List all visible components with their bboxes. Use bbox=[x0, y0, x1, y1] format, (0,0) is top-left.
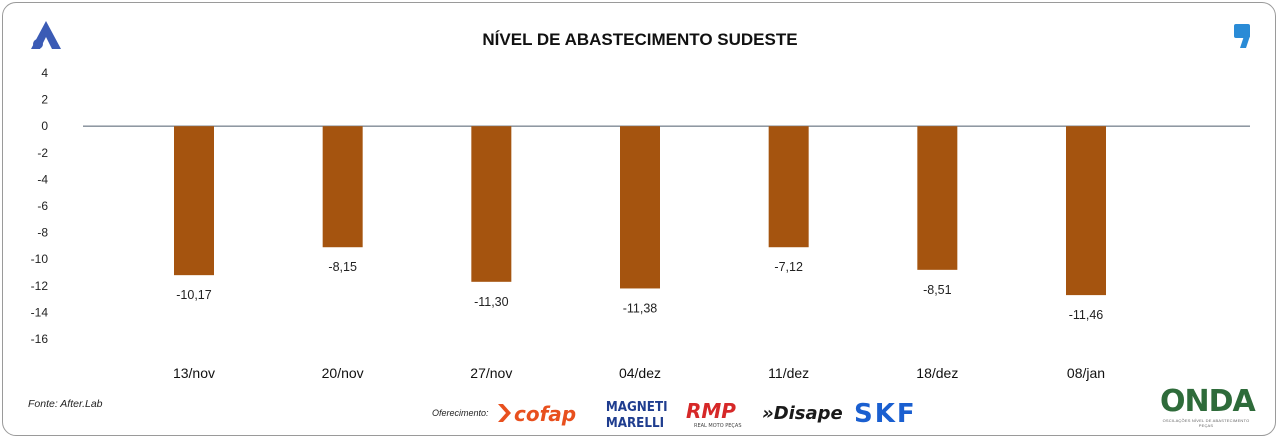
bar bbox=[471, 126, 512, 282]
x-tick-label: 08/jan bbox=[1067, 365, 1105, 381]
y-tick-label: 2 bbox=[41, 93, 48, 107]
bar bbox=[768, 126, 809, 248]
svg-text:REAL MOTO PEÇAS: REAL MOTO PEÇAS bbox=[694, 423, 742, 429]
y-tick-label: -16 bbox=[31, 332, 49, 346]
onda-brand: ONDA bbox=[1160, 384, 1256, 419]
svg-text:cofap: cofap bbox=[514, 402, 576, 426]
y-tick-label: -6 bbox=[37, 199, 48, 213]
skf-logo: SKF bbox=[854, 399, 917, 426]
svg-text:»Disape: »Disape bbox=[762, 403, 843, 424]
y-tick-label: -12 bbox=[31, 279, 49, 293]
bar bbox=[917, 126, 958, 270]
y-tick-label: -2 bbox=[37, 146, 48, 160]
bar bbox=[174, 126, 214, 276]
bar bbox=[322, 126, 363, 248]
comma-icon bbox=[1234, 24, 1250, 48]
x-tick-label: 20/nov bbox=[322, 365, 364, 381]
disape-logo: »Disape bbox=[762, 403, 843, 424]
sponsor-label: Oferecimento: bbox=[432, 408, 489, 418]
chart-title: NÍVEL DE ABASTECIMENTO SUDESTE bbox=[482, 30, 798, 49]
svg-text:RMP: RMP bbox=[686, 399, 736, 423]
y-tick-label: -8 bbox=[37, 226, 48, 240]
source-note: Fonte: After.Lab bbox=[28, 398, 103, 410]
svg-text:MAGNETI: MAGNETI bbox=[606, 399, 668, 415]
x-tick-label: 04/dez bbox=[619, 365, 661, 381]
x-tick-label: 11/dez bbox=[768, 365, 809, 381]
x-tick-label: 18/dez bbox=[916, 365, 958, 381]
data-label: -10,17 bbox=[176, 288, 211, 302]
magneti-marelli-logo: MAGNETI MARELLI bbox=[606, 399, 668, 430]
cofap-logo: cofap bbox=[498, 402, 576, 426]
y-tick-label: 4 bbox=[41, 66, 48, 80]
brand-a-icon bbox=[31, 21, 61, 49]
y-tick-label: 0 bbox=[41, 119, 48, 133]
data-label: -8,15 bbox=[328, 260, 357, 274]
onda-subtitle: OSCILAÇÕES NÍVEL DE ABASTECIMENTO PEÇAS bbox=[1162, 418, 1250, 428]
bar bbox=[1066, 126, 1106, 296]
x-tick-label: 27/nov bbox=[470, 365, 512, 381]
data-label: -7,12 bbox=[774, 260, 803, 274]
data-label: -11,30 bbox=[474, 295, 509, 309]
y-tick-label: -14 bbox=[31, 305, 49, 319]
bar bbox=[620, 126, 660, 289]
y-tick-label: -4 bbox=[37, 172, 48, 186]
svg-text:MARELLI: MARELLI bbox=[606, 415, 664, 430]
x-tick-label: 13/nov bbox=[173, 365, 215, 381]
rmp-logo: RMP REAL MOTO PEÇAS bbox=[686, 399, 742, 429]
data-label: -11,38 bbox=[623, 301, 658, 315]
data-label: -8,51 bbox=[923, 283, 952, 297]
svg-text:SKF: SKF bbox=[854, 399, 917, 426]
data-label: -11,46 bbox=[1069, 308, 1104, 322]
y-tick-label: -10 bbox=[31, 252, 49, 266]
